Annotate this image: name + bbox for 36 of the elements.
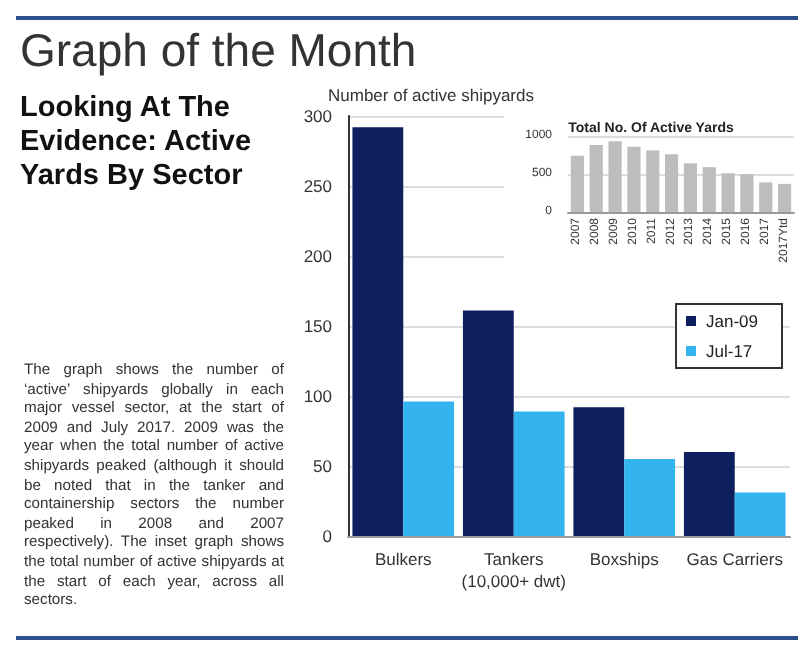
x-tick-label: Boxships: [589, 549, 659, 569]
y-tick-label: 50: [313, 456, 333, 476]
y-tick-label: 250: [303, 176, 333, 196]
bar: [352, 127, 404, 536]
y-tick-label: 150: [303, 316, 333, 336]
bar: [759, 182, 773, 212]
bar: [664, 154, 679, 212]
bar: [608, 141, 622, 212]
bar: [721, 173, 735, 212]
x-tick-label: Gas Carriers: [686, 549, 783, 569]
bar: [734, 492, 786, 536]
bar: [624, 459, 676, 536]
bar: [683, 452, 735, 536]
x-tick-label: Tankers (10,000+ dwt): [461, 549, 567, 591]
y-tick-label: 100: [303, 386, 333, 406]
bar: [627, 146, 641, 212]
x-tick-label: Bulkers: [374, 549, 432, 569]
bar: [702, 167, 716, 212]
chart-title: Graph of the Month: [20, 24, 417, 78]
bar: [573, 407, 625, 536]
y-tick-label: 0: [322, 526, 333, 546]
y-tick-label: 200: [303, 246, 333, 266]
legend-label: Jan-09: [706, 311, 759, 331]
bar: [513, 411, 565, 536]
bar: [683, 163, 698, 212]
bar: [462, 310, 514, 536]
y-axis-title: Number of active shipyards: [328, 85, 534, 105]
bar: [589, 145, 603, 212]
bar: [740, 174, 754, 212]
bar: [777, 183, 792, 212]
bar: [403, 401, 455, 536]
y-tick-label: 300: [303, 106, 333, 126]
chart-subtitle: Looking At The Evidence: Active Yards By Sector: [20, 92, 254, 194]
legend-label: Jul-17: [706, 341, 753, 361]
bar: [646, 150, 660, 212]
bar: [570, 155, 585, 212]
